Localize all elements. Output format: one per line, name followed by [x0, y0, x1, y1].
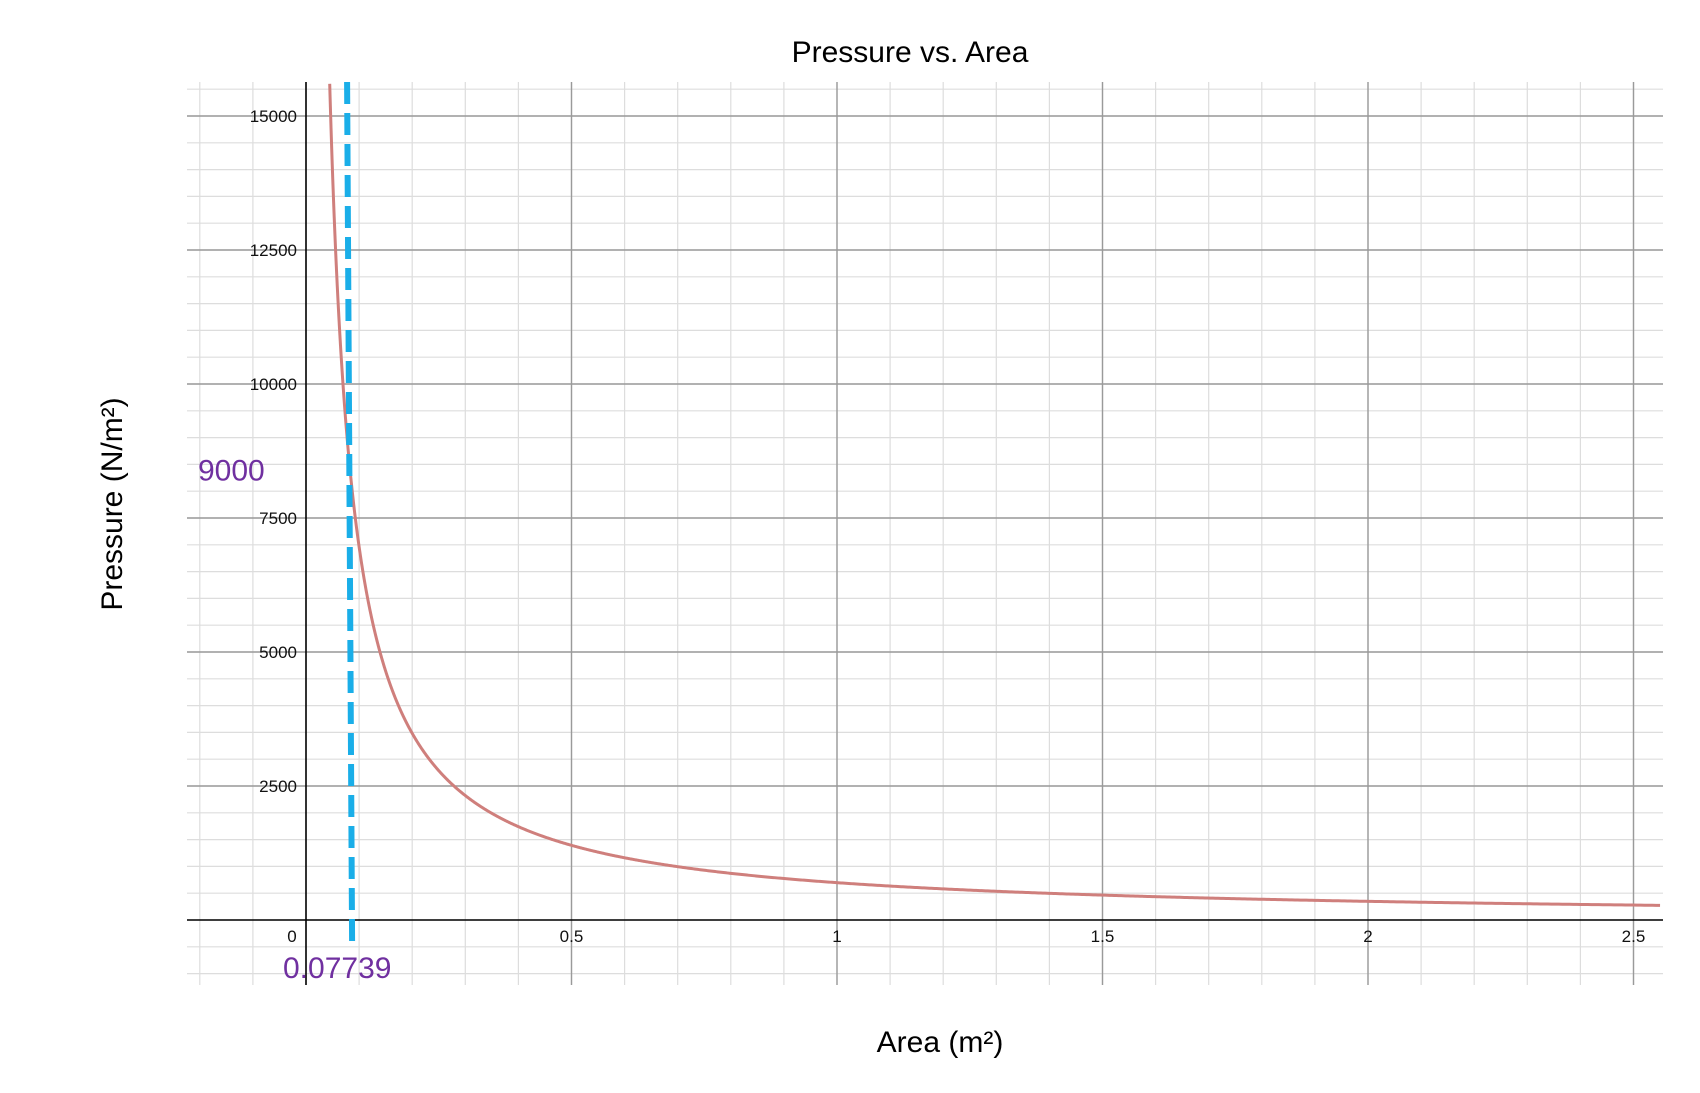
y-tick-label: 5000 [259, 643, 297, 662]
series-layer [328, 83, 1661, 907]
y-value-annotation: 9000 [198, 455, 265, 488]
y-tick-label: 10000 [250, 375, 297, 394]
axes [187, 82, 1663, 985]
x-tick-label: 2.5 [1622, 927, 1646, 946]
x-tick-label: 0.5 [560, 927, 584, 946]
tick-labels: 0 0.5 1 1.5 2 2.5 2500 5000 7500 10000 12500 15000 [250, 107, 1646, 946]
major-grid [187, 82, 1663, 985]
y-axis-title: Pressure (N/m²) [96, 397, 129, 610]
x-tick-label: 0 [287, 927, 296, 946]
y-tick-label: 7500 [259, 509, 297, 528]
x-value-annotation: 0.07739 [283, 952, 391, 985]
y-tick-label: 15000 [250, 107, 297, 126]
series-curve [328, 83, 1661, 907]
x-tick-label: 1 [832, 927, 841, 946]
y-tick-label: 2500 [259, 777, 297, 796]
x-tick-label: 2 [1363, 927, 1372, 946]
x-axis-title: Area (m²) [877, 1026, 1004, 1059]
annotation-layer: 9000 0.07739 [198, 81, 391, 985]
chart-title: Pressure vs. Area [792, 36, 1029, 69]
minor-grid [187, 82, 1663, 985]
y-tick-label: 12500 [250, 241, 297, 260]
reference-dashed-line [344, 81, 356, 942]
x-tick-label: 1.5 [1091, 927, 1115, 946]
